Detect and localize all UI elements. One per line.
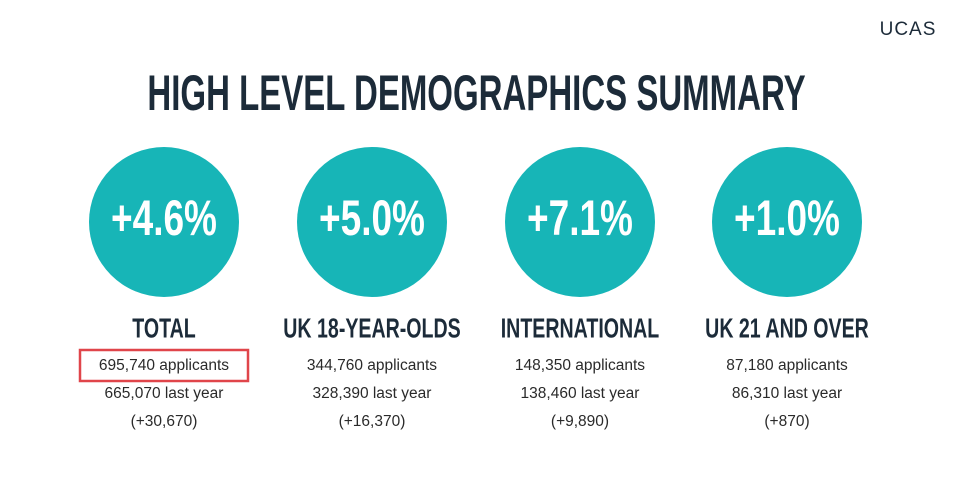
change-percent-group: +5.0% — [319, 191, 425, 247]
group-label-group: UK 18-YEAR-OLDS — [283, 313, 460, 344]
stat-circle — [505, 147, 655, 297]
logo: UCAS — [880, 19, 937, 40]
applicants: 148,350 applicants — [515, 357, 645, 374]
group-label: TOTAL — [132, 313, 196, 344]
last-year: 86,310 last year — [732, 385, 842, 402]
title-group: HIGH LEVEL DEMOGRAPHICS SUMMARY — [147, 65, 805, 120]
applicants: 344,760 applicants — [307, 357, 437, 374]
difference: (+9,890) — [551, 413, 609, 430]
difference: (+870) — [764, 413, 809, 430]
stat-circle — [297, 147, 447, 297]
group-label-group: TOTAL — [132, 313, 196, 344]
stat-circle — [712, 147, 862, 297]
change-percent-group: +7.1% — [527, 191, 633, 247]
change-percent: +1.0% — [734, 191, 840, 247]
change-percent: +4.6% — [111, 191, 217, 247]
change-percent-group: +1.0% — [734, 191, 840, 247]
change-percent-group: +4.6% — [111, 191, 217, 247]
group-label: UK 21 AND OVER — [705, 313, 869, 344]
group-label-group: INTERNATIONAL — [501, 313, 660, 344]
difference: (+30,670) — [131, 413, 198, 430]
difference: (+16,370) — [339, 413, 406, 430]
group-label-group: UK 21 AND OVER — [705, 313, 869, 344]
highlight-box — [78, 348, 250, 383]
last-year: 328,390 last year — [313, 385, 432, 402]
group-label: UK 18-YEAR-OLDS — [283, 313, 460, 344]
applicants: 87,180 applicants — [726, 357, 848, 374]
last-year: 138,460 last year — [521, 385, 640, 402]
group-label: INTERNATIONAL — [501, 313, 660, 344]
stat-circle — [89, 147, 239, 297]
change-percent: +7.1% — [527, 191, 633, 247]
last-year: 665,070 last year — [105, 385, 224, 402]
applicants: 695,740 applicants — [99, 357, 229, 374]
title: HIGH LEVEL DEMOGRAPHICS SUMMARY — [147, 65, 805, 120]
change-percent: +5.0% — [319, 191, 425, 247]
